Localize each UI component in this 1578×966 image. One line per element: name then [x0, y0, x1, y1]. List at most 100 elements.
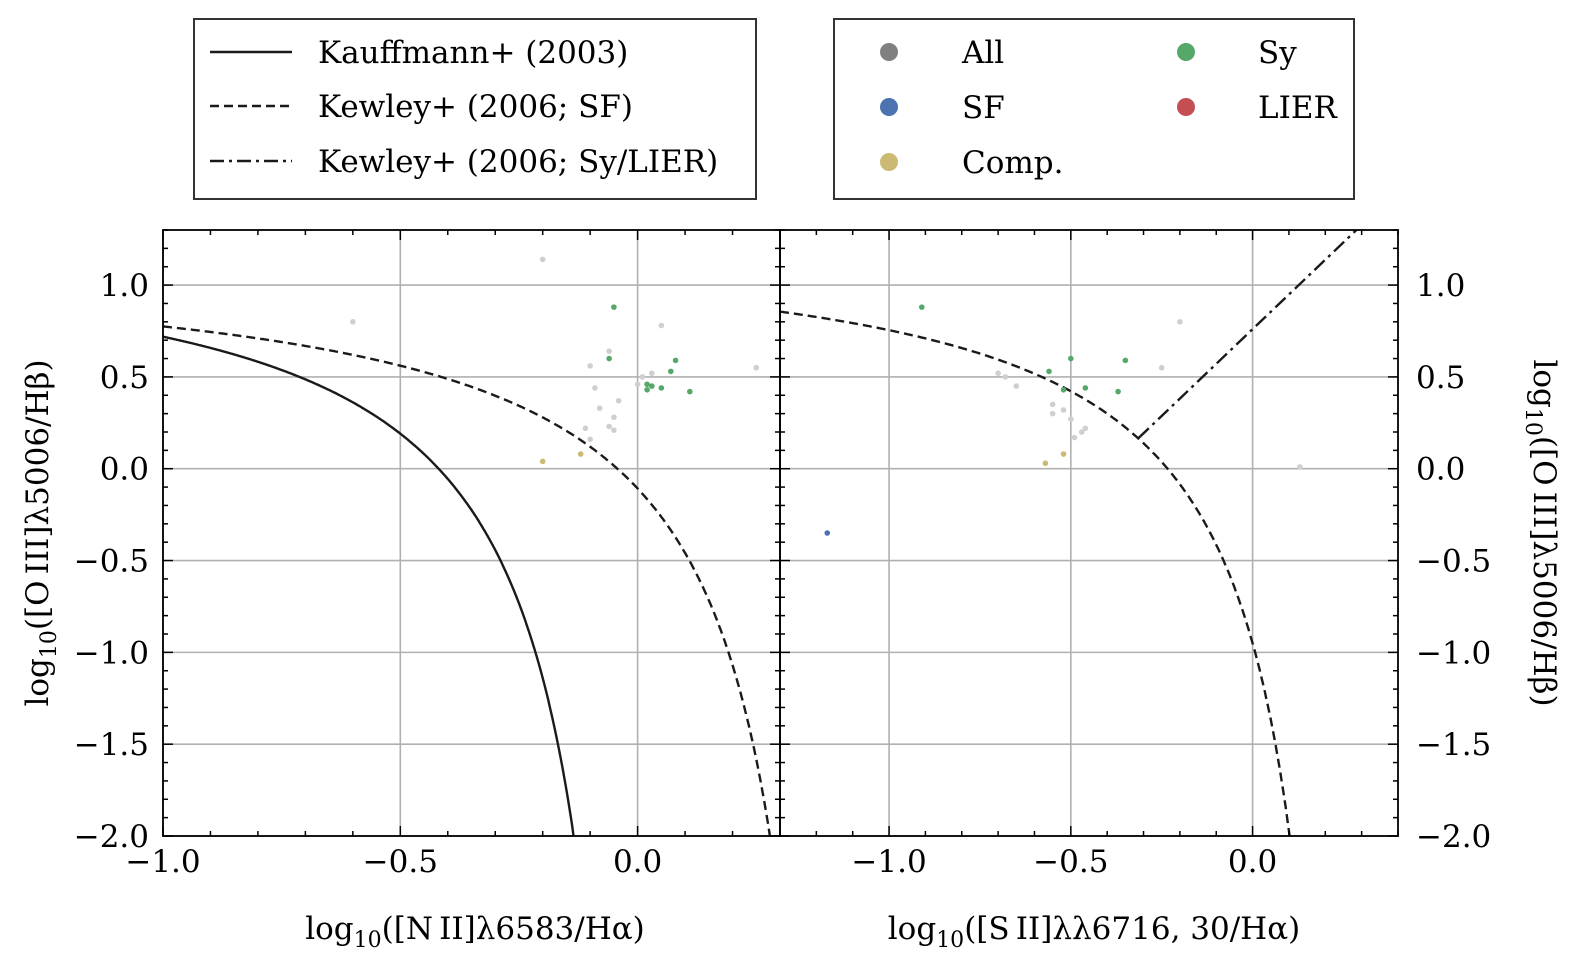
line-legend-frame — [193, 18, 757, 200]
y-tick-label: −2.0 — [1416, 819, 1491, 855]
y-tick-label: −1.0 — [1416, 635, 1491, 671]
y-axis-label-right: log10([O III]λ5006/Hβ) — [1520, 359, 1562, 706]
point-all — [582, 425, 589, 432]
point-all — [1068, 416, 1074, 422]
point-all — [1071, 434, 1078, 441]
legend-point-lier-label: LIER — [1258, 90, 1338, 126]
point-all — [634, 381, 641, 388]
legend-point-all-label: All — [961, 35, 1004, 71]
legend-point-sy-marker — [1177, 43, 1195, 61]
axes-frame — [779, 229, 1399, 837]
point-sy — [649, 383, 655, 389]
point-sy — [644, 381, 650, 388]
point-all — [592, 385, 598, 391]
point-sy — [687, 388, 693, 395]
x-tick-label: −0.5 — [1033, 844, 1108, 880]
point-all — [753, 364, 760, 371]
point-sy — [1068, 355, 1074, 362]
y-tick-label: −2.0 — [74, 819, 149, 855]
point-all — [596, 405, 603, 411]
point-sy — [1082, 385, 1089, 391]
legend-line-kewley-sylier-label: Kewley+ (2006; Sy/LIER) — [318, 144, 718, 180]
legend-point-lier-marker — [1177, 98, 1195, 116]
point-comp — [577, 451, 584, 457]
point-sy — [668, 368, 674, 375]
y-tick-label: −0.5 — [1416, 544, 1491, 580]
point-sf — [824, 530, 831, 536]
y-tick-label: −1.0 — [74, 635, 149, 671]
point-sy — [918, 304, 925, 310]
panel-sii: −1.0 −0.5 0.0 1.0 0.5 0.0 −0.5 −1.0 −1.5 −2.0 — [779, 229, 1491, 880]
point-all — [587, 436, 593, 443]
point-sy — [1115, 388, 1121, 395]
line-legend: Kauffmann+ (2003) Kewley+ (2006; SF) Kew… — [193, 18, 757, 200]
y-tick-label: 0.5 — [100, 360, 149, 396]
point-all — [658, 322, 665, 329]
point-all — [1078, 429, 1085, 435]
point-sy — [1060, 386, 1067, 393]
point-all — [1082, 425, 1089, 432]
point-all — [615, 397, 622, 404]
point-all — [1013, 383, 1020, 389]
point-all — [606, 423, 612, 430]
point-all — [350, 319, 356, 325]
y-tick-label: −1.5 — [74, 727, 149, 763]
point-sy — [1046, 368, 1052, 375]
point-sy — [658, 385, 665, 391]
point-comp — [1060, 451, 1067, 457]
curve-kauffmann — [163, 335, 575, 836]
y-tick-label: −1.5 — [1416, 727, 1491, 763]
y-tick-label: −0.5 — [74, 544, 149, 580]
point-legend: All SF Comp. Sy LIER — [833, 18, 1355, 200]
point-all — [1049, 410, 1056, 417]
point-all — [1049, 401, 1056, 408]
point-all — [606, 348, 612, 355]
point-all — [587, 363, 593, 369]
y-tick-label: 1.0 — [1416, 268, 1465, 304]
legend-line-kewley-sf-label: Kewley+ (2006; SF) — [318, 89, 633, 125]
point-sy — [606, 355, 612, 362]
point-all — [1177, 319, 1183, 325]
legend-point-comp-label: Comp. — [962, 145, 1063, 181]
point-legend-frame — [833, 18, 1355, 200]
y-tick-label: 0.5 — [1416, 360, 1465, 396]
point-all — [639, 374, 646, 380]
x-tick-label: 0.0 — [613, 844, 662, 880]
y-tick-label: 1.0 — [100, 268, 149, 304]
point-all — [1297, 464, 1303, 470]
point-comp — [1042, 460, 1049, 467]
point-all — [649, 370, 655, 377]
point-all — [539, 256, 546, 263]
legend-point-sf-marker — [880, 98, 898, 116]
x-axis-label-sii: log10([S II]λλ6716, 30/Hα) — [888, 911, 1301, 953]
axes-frame — [162, 229, 781, 837]
legend-point-comp-marker — [880, 153, 898, 171]
x-tick-label: 0.0 — [1228, 844, 1277, 880]
x-tick-label: −0.5 — [363, 844, 438, 880]
point-comp — [539, 458, 546, 465]
point-all — [995, 370, 1001, 377]
curve-kewley-s2-sylier — [1137, 230, 1359, 439]
legend-point-sf-label: SF — [962, 90, 1005, 126]
point-all — [1158, 364, 1165, 371]
panel-nii: −1.0 −0.5 0.0 1.0 0.5 0.0 −0.5 −1.0 −1.5 −2.0 — [74, 229, 781, 880]
curve-kewley-n2 — [163, 325, 772, 836]
legend-point-all-marker — [880, 43, 898, 61]
y-axis-label-left: log10([O III]λ5006/Hβ) — [20, 359, 62, 706]
y-tick-label: 0.0 — [100, 452, 149, 488]
x-tick-label: −1.0 — [851, 844, 926, 880]
point-sy — [611, 304, 617, 310]
point-sy — [1122, 357, 1129, 364]
point-all — [1002, 374, 1009, 380]
legend-point-sy-label: Sy — [1258, 35, 1297, 71]
point-all — [1060, 407, 1067, 413]
point-sy — [672, 357, 679, 364]
legend-line-kauffmann-label: Kauffmann+ (2003) — [318, 35, 628, 71]
x-axis-label-nii: log10([N II]λ6583/Hα) — [305, 911, 645, 953]
x-tick-label: −1.0 — [125, 844, 200, 880]
point-all — [611, 414, 617, 421]
y-tick-label: 0.0 — [1416, 452, 1465, 488]
point-sy — [644, 386, 650, 393]
curve-kewley-s2 — [780, 310, 1291, 836]
